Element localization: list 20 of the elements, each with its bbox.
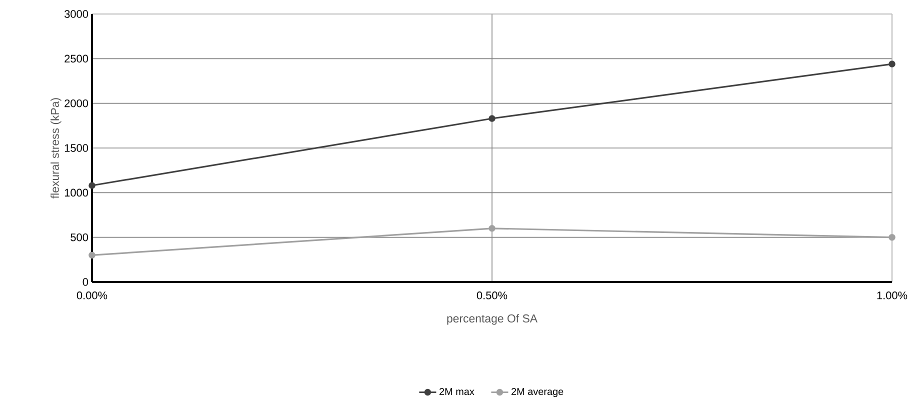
y-tick-label: 2000 (64, 99, 88, 108)
y-tick-label: 2500 (64, 54, 88, 63)
x-tick-label: 0.50% (476, 292, 508, 300)
y-tick-label: 500 (70, 233, 88, 242)
y-axis-title: flexural stress (kPa) (50, 98, 62, 198)
point (888, 234, 896, 241)
y-tick-label: 1500 (64, 144, 88, 152)
legend-label: 2M max (439, 388, 474, 396)
point (88, 182, 96, 189)
point (88, 252, 96, 259)
legend-label: 2M average (512, 388, 564, 398)
point (488, 115, 496, 122)
x-axis-title: percentage Of SA (447, 314, 538, 325)
point (488, 225, 496, 232)
y-tick-label: 3000 (64, 10, 88, 18)
y-tick-label: 0 (82, 278, 88, 286)
x-tick-label: 0.00% (76, 292, 108, 300)
x-tick-label: 1.00% (877, 292, 908, 300)
y-tick-label: 1000 (64, 188, 88, 197)
point (888, 60, 896, 68)
